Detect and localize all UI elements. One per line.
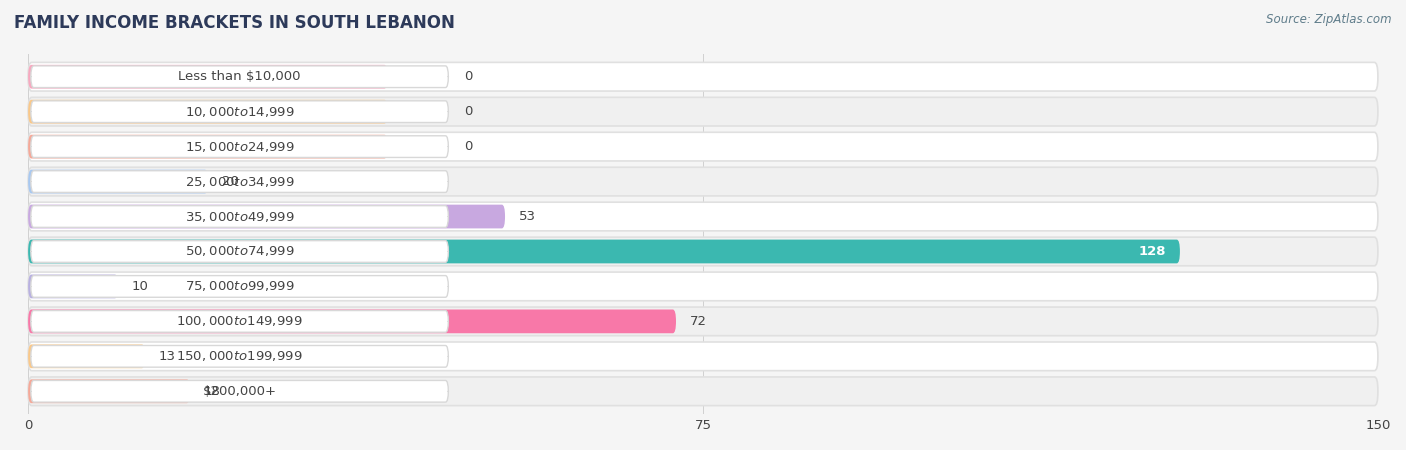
FancyBboxPatch shape — [28, 272, 1378, 301]
FancyBboxPatch shape — [28, 167, 1378, 196]
Text: Less than $10,000: Less than $10,000 — [179, 70, 301, 83]
FancyBboxPatch shape — [28, 342, 1378, 371]
FancyBboxPatch shape — [28, 205, 505, 229]
FancyBboxPatch shape — [28, 307, 1378, 336]
Text: FAMILY INCOME BRACKETS IN SOUTH LEBANON: FAMILY INCOME BRACKETS IN SOUTH LEBANON — [14, 14, 456, 32]
FancyBboxPatch shape — [31, 206, 449, 227]
Text: $100,000 to $149,999: $100,000 to $149,999 — [176, 315, 302, 328]
FancyBboxPatch shape — [28, 100, 388, 124]
FancyBboxPatch shape — [28, 274, 118, 298]
FancyBboxPatch shape — [31, 171, 449, 193]
Text: 10: 10 — [132, 280, 149, 293]
Text: 0: 0 — [464, 140, 472, 153]
FancyBboxPatch shape — [31, 380, 449, 402]
FancyBboxPatch shape — [28, 65, 388, 89]
Text: 53: 53 — [519, 210, 536, 223]
Text: Source: ZipAtlas.com: Source: ZipAtlas.com — [1267, 14, 1392, 27]
Text: 128: 128 — [1139, 245, 1167, 258]
FancyBboxPatch shape — [31, 310, 449, 332]
FancyBboxPatch shape — [28, 97, 1378, 126]
FancyBboxPatch shape — [31, 101, 449, 122]
FancyBboxPatch shape — [28, 63, 1378, 91]
Text: $10,000 to $14,999: $10,000 to $14,999 — [184, 105, 294, 119]
Text: $25,000 to $34,999: $25,000 to $34,999 — [184, 175, 294, 189]
Text: 20: 20 — [222, 175, 239, 188]
Text: 72: 72 — [689, 315, 706, 328]
Text: $35,000 to $49,999: $35,000 to $49,999 — [184, 210, 294, 224]
FancyBboxPatch shape — [28, 132, 1378, 161]
FancyBboxPatch shape — [28, 379, 190, 403]
FancyBboxPatch shape — [28, 135, 388, 158]
Text: 0: 0 — [464, 105, 472, 118]
Text: $150,000 to $199,999: $150,000 to $199,999 — [176, 349, 302, 363]
FancyBboxPatch shape — [28, 310, 676, 333]
FancyBboxPatch shape — [31, 346, 449, 367]
Text: 0: 0 — [464, 70, 472, 83]
FancyBboxPatch shape — [28, 239, 1180, 263]
Text: $50,000 to $74,999: $50,000 to $74,999 — [184, 244, 294, 258]
Text: $75,000 to $99,999: $75,000 to $99,999 — [184, 279, 294, 293]
FancyBboxPatch shape — [28, 202, 1378, 231]
Text: 13: 13 — [159, 350, 176, 363]
FancyBboxPatch shape — [28, 377, 1378, 405]
Text: 18: 18 — [204, 385, 221, 398]
Text: $15,000 to $24,999: $15,000 to $24,999 — [184, 140, 294, 153]
FancyBboxPatch shape — [28, 237, 1378, 266]
FancyBboxPatch shape — [31, 136, 449, 158]
FancyBboxPatch shape — [28, 344, 145, 368]
FancyBboxPatch shape — [31, 241, 449, 262]
FancyBboxPatch shape — [31, 66, 449, 88]
FancyBboxPatch shape — [31, 275, 449, 297]
FancyBboxPatch shape — [28, 170, 208, 194]
Text: $200,000+: $200,000+ — [202, 385, 277, 398]
